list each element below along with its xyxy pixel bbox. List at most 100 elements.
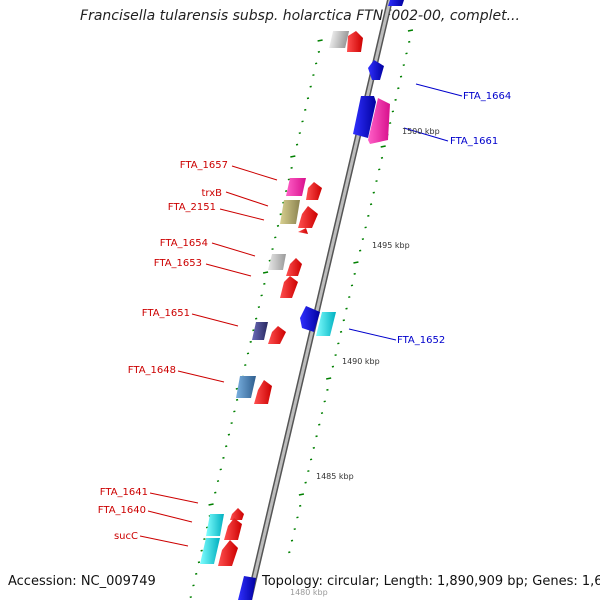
map-title: Francisella tularensis subsp. holarctica… [80,8,520,24]
feature-red-arrow [218,540,238,566]
accession-label: Accession: NC_009749 [8,574,156,589]
tick [301,120,304,123]
tick [339,330,343,333]
feature-steel [236,376,256,398]
tick [342,319,345,322]
gene-label-fta-1653[interactable]: FTA_1653 [154,258,202,269]
backbone [246,0,393,600]
tick [203,538,206,541]
gene-label-succ[interactable]: sucC [114,531,138,542]
tick [216,480,220,483]
feature-red-arrow [298,206,318,228]
gene-label-fta-1661[interactable]: FTA_1661 [450,136,498,147]
tick [260,294,263,297]
tick [350,284,354,287]
tick [312,74,315,77]
gene-label-fta-1648[interactable]: FTA_1648 [128,365,176,376]
tick [314,62,318,65]
scale-label-1495: 1495 kbp [372,241,410,250]
feature-cyan [200,538,220,564]
gene-label-fta-1657[interactable]: FTA_1657 [180,160,228,171]
tick [358,249,362,252]
tick [271,248,274,251]
tick [225,445,228,448]
tick [197,561,201,564]
tick [309,85,312,88]
tick [306,97,310,100]
feature-blue [300,306,320,332]
tick [317,39,323,42]
tick [408,40,411,43]
tick [222,456,225,459]
topology-label: Topology: circular; Length: 1,890,909 bp… [262,574,600,589]
scale-label-1485: 1485 kbp [316,472,354,481]
tick [320,412,324,415]
tick [219,468,222,471]
tick [288,551,291,554]
tick [380,156,384,159]
tick [279,213,282,216]
tick [369,203,373,206]
tick [192,584,195,587]
feature-red-arrow [230,508,244,520]
tick [235,398,239,401]
tick [391,110,395,113]
tick [307,470,310,473]
tick [317,50,321,53]
tick [388,122,392,125]
feature-purple [252,322,268,340]
right-leader-lines [348,83,463,341]
tick [326,377,332,380]
tick [208,503,214,506]
scale-label-1500: 1500 kbp [402,127,440,136]
tick [394,98,397,101]
feature-cyan [206,514,224,536]
gene-label-fta-1651[interactable]: FTA_1651 [142,308,190,319]
tick [189,596,192,599]
tick [254,317,258,320]
tick [290,155,296,158]
tick [233,410,236,413]
tick [284,190,288,193]
gene-label-fta-1652[interactable]: FTA_1652 [397,335,445,346]
gene-label-fta-1654[interactable]: FTA_1654 [160,238,208,249]
tick [345,307,348,310]
feature-blue-top [388,0,404,6]
tick [334,354,337,357]
gene-label-fta-1641[interactable]: FTA_1641 [100,487,148,498]
feature-red-small [298,228,308,234]
feature-red-arrow [306,182,322,200]
feature-red-arrow [280,276,298,298]
tick [405,52,408,55]
tick [257,306,261,309]
tick [304,108,307,111]
feature-pink [286,178,306,196]
tick [293,528,296,531]
tick [262,271,269,274]
tick [364,226,367,229]
tick [304,481,307,484]
tick [276,224,280,227]
tick [348,296,351,299]
scale-label-1490: 1490 kbp [342,357,380,366]
tick [399,75,403,78]
tick [367,214,370,217]
tick [397,87,400,90]
feature-red-arrow [347,31,363,52]
scale-label-1480: 1480 kbp [290,588,328,597]
gene-label-trxb[interactable]: trxB [201,188,222,199]
tick [361,238,365,241]
tick [274,236,277,239]
tick [249,340,252,343]
gene-label-fta-1664[interactable]: FTA_1664 [463,91,511,102]
tick [246,352,250,355]
feature-blue-large [353,96,376,138]
feature-layer[interactable] [200,0,404,600]
gene-label-fta-1640[interactable]: FTA_1640 [98,505,146,516]
tick [407,29,414,32]
tick [309,458,313,461]
tick [375,180,378,183]
tick [337,342,340,345]
gene-label-fta-2151[interactable]: FTA_2151 [168,202,216,213]
